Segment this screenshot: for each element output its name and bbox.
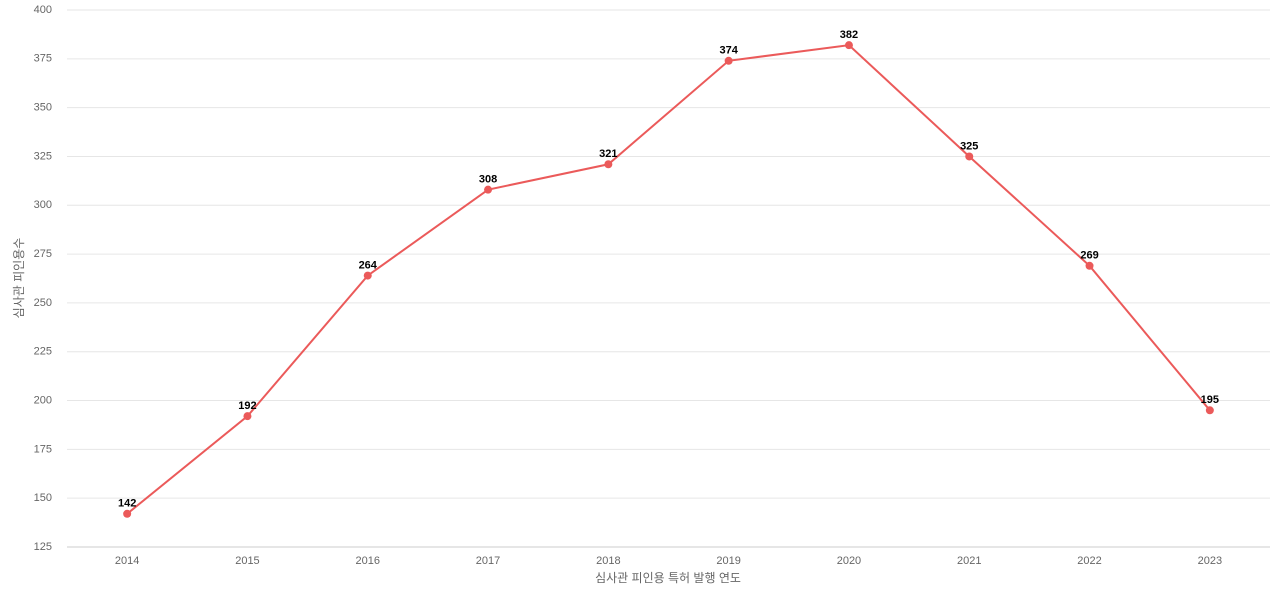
data-point	[243, 412, 252, 421]
data-point	[844, 41, 853, 50]
y-tick-label: 400	[34, 4, 52, 16]
data-point	[484, 185, 493, 194]
y-tick-label: 225	[34, 346, 52, 358]
data-label: 308	[479, 174, 497, 186]
y-tick-label: 250	[34, 297, 52, 309]
data-label: 195	[1201, 394, 1219, 406]
data-label: 192	[238, 400, 256, 412]
data-point	[1205, 406, 1214, 415]
y-tick-label: 150	[34, 492, 52, 504]
data-label: 269	[1080, 250, 1098, 262]
y-tick-label: 125	[34, 541, 52, 553]
data-point	[1085, 261, 1094, 270]
x-tick-label: 2021	[957, 555, 981, 567]
y-tick-label: 200	[34, 394, 52, 406]
y-tick-label: 325	[34, 150, 52, 162]
data-point	[363, 271, 372, 280]
x-tick-label: 2020	[837, 555, 861, 567]
x-tick-label: 2022	[1077, 555, 1101, 567]
y-tick-label: 175	[34, 443, 52, 455]
y-tick-label: 275	[34, 248, 52, 260]
y-tick-label: 375	[34, 53, 52, 65]
y-axis-title: 심사관 피인용수	[12, 238, 26, 319]
x-axis-title: 심사관 피인용 특허 발행 연도	[595, 570, 741, 585]
y-tick-label: 300	[34, 199, 52, 211]
data-label: 374	[719, 45, 738, 57]
x-tick-label: 2019	[716, 555, 740, 567]
x-tick-label: 2018	[596, 555, 620, 567]
data-label: 382	[840, 29, 858, 41]
x-tick-label: 2017	[476, 555, 500, 567]
data-label: 325	[960, 140, 978, 152]
data-label: 321	[599, 148, 617, 160]
x-tick-label: 2015	[235, 555, 259, 567]
x-tick-label: 2014	[115, 555, 139, 567]
x-tick-label: 2023	[1198, 555, 1222, 567]
data-point	[965, 152, 974, 161]
y-tick-label: 350	[34, 102, 52, 114]
data-point	[123, 509, 132, 518]
data-label: 142	[118, 498, 136, 510]
data-point	[604, 160, 613, 169]
data-point	[724, 56, 733, 65]
data-line	[126, 44, 1211, 515]
x-tick-label: 2016	[356, 555, 380, 567]
data-label: 264	[359, 259, 378, 271]
